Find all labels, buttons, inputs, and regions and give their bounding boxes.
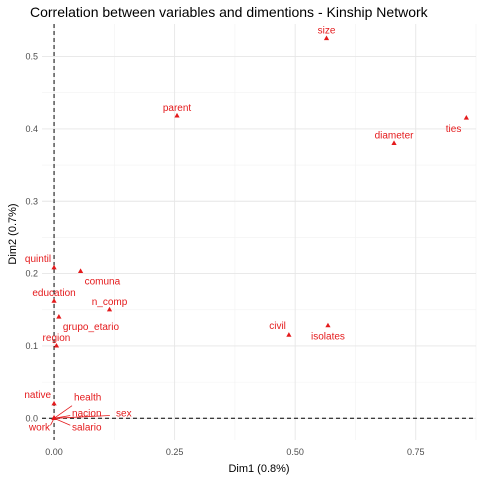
label-health: health: [74, 392, 101, 403]
connector-salario: [53, 417, 71, 426]
axis-ticks: 0.00 0.25 0.50 0.75 0.0 0.1 0.2 0.3 0.4 0.5: [25, 52, 424, 457]
point-n-comp: [106, 306, 113, 312]
y-tick-label: 0.5: [25, 52, 38, 62]
label-native: native: [24, 390, 51, 401]
x-tick-label: 0.75: [407, 447, 425, 457]
point-comuna: [77, 268, 84, 274]
grid: [42, 24, 477, 440]
label-comuna: comuna: [85, 276, 121, 287]
y-tick-label: 0.2: [25, 269, 38, 279]
x-tick-label: 0.00: [45, 447, 63, 457]
label-parent: parent: [163, 103, 192, 114]
label-quintil: quintil: [25, 254, 51, 265]
point-grupo-etario: [56, 314, 62, 319]
label-isolates: isolates: [311, 332, 345, 343]
point-salario: [51, 415, 57, 420]
x-tick-label: 0.25: [166, 447, 184, 457]
y-tick-label: 0.3: [25, 196, 38, 206]
label-size: size: [318, 25, 336, 36]
x-axis-title: Dim1 (0.8%): [228, 463, 289, 475]
label-diameter: diameter: [375, 130, 415, 141]
label-sex: sex: [116, 408, 132, 419]
y-tick-label: 0.1: [25, 341, 38, 351]
point-isolates: [325, 322, 331, 328]
label-work: work: [28, 422, 51, 433]
label-n-comp: n_comp: [92, 297, 128, 308]
point-native: [51, 400, 57, 406]
x-tick-label: 0.50: [286, 447, 304, 457]
connector-health: [53, 405, 73, 419]
label-region: region: [43, 333, 71, 344]
point-civil: [286, 332, 292, 337]
y-tick-label: 0.0: [25, 413, 38, 423]
label-ties: ties: [446, 124, 462, 135]
label-salario: salario: [72, 422, 102, 433]
chart-title: Correlation between variables and diment…: [30, 4, 429, 20]
label-education: education: [32, 288, 75, 299]
label-nacion: nacion: [72, 408, 101, 419]
point-size: [323, 35, 330, 41]
point-labels: size ties diameter parent quintil comuna educa…: [24, 25, 461, 433]
point-education: [51, 298, 57, 303]
point-quintil: [51, 264, 57, 270]
label-grupo-etario: grupo_etario: [63, 322, 120, 333]
y-tick-label: 0.4: [25, 124, 38, 134]
point-region: [53, 342, 60, 348]
point-ties: [463, 115, 469, 120]
label-civil: civil: [269, 321, 286, 332]
data-points: [51, 35, 469, 420]
point-diameter: [391, 140, 397, 145]
point-parent: [174, 112, 180, 118]
connector-sex: [54, 415, 110, 419]
reference-lines: [42, 24, 476, 440]
y-axis-title: Dim2 (0.7%): [7, 203, 19, 264]
